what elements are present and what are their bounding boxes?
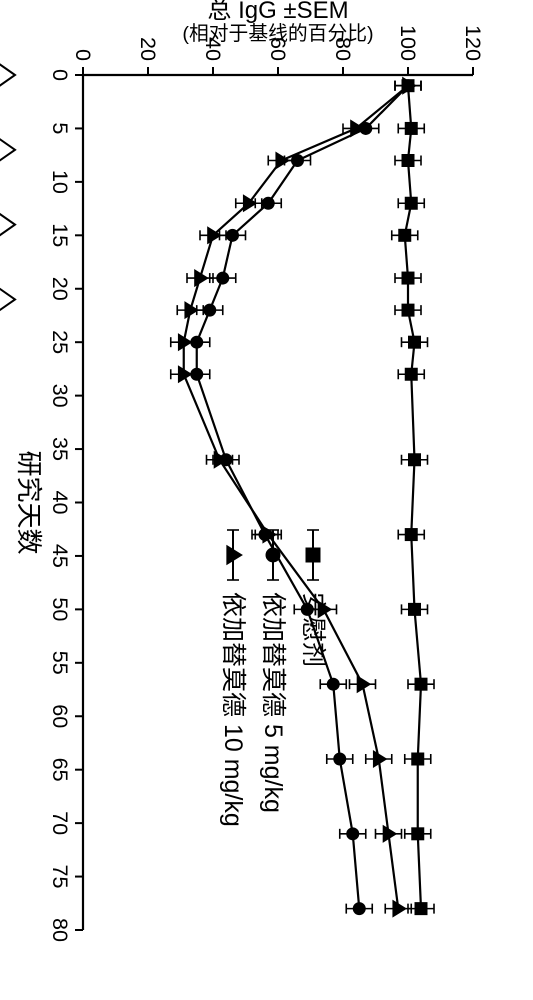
legend-label: 安慰剂: [299, 592, 327, 667]
svg-text:5: 5: [48, 122, 73, 134]
dose-arrow-icon: [0, 62, 15, 87]
line-chart: 0204060801001200510152025303540455055606…: [0, 0, 533, 1000]
legend-label: 依加替莫德 5 mg/kg: [259, 592, 287, 813]
svg-text:10: 10: [48, 170, 73, 194]
svg-text:120: 120: [461, 25, 486, 61]
svg-text:75: 75: [48, 865, 73, 889]
svg-text:45: 45: [48, 544, 73, 568]
svg-text:100: 100: [396, 25, 421, 61]
dose-arrow-icon: [0, 212, 15, 237]
svg-text:20: 20: [136, 37, 161, 61]
svg-text:0: 0: [71, 49, 96, 61]
dose-arrow-icon: [0, 287, 15, 312]
y-axis-label-1: 总 IgG ±SEM: [207, 0, 348, 24]
y-axis-label-2: (相对于基线的百分比): [182, 23, 373, 45]
svg-text:30: 30: [48, 384, 73, 408]
svg-text:40: 40: [48, 490, 73, 514]
svg-text:65: 65: [48, 758, 73, 782]
svg-text:80: 80: [48, 918, 73, 942]
dose-arrow-icon: [0, 137, 15, 162]
svg-text:55: 55: [48, 651, 73, 675]
legend-label: 依加替莫德 10 mg/kg: [219, 592, 247, 827]
series-line: [184, 86, 408, 909]
x-axis-label: 研究天数: [14, 450, 44, 554]
svg-text:20: 20: [48, 277, 73, 301]
svg-text:60: 60: [48, 704, 73, 728]
svg-text:50: 50: [48, 597, 73, 621]
svg-text:35: 35: [48, 437, 73, 461]
chart-container: 0204060801001200510152025303540455055606…: [0, 0, 533, 1000]
svg-text:0: 0: [48, 69, 73, 81]
svg-text:15: 15: [48, 223, 73, 247]
svg-text:25: 25: [48, 330, 73, 354]
svg-text:70: 70: [48, 811, 73, 835]
